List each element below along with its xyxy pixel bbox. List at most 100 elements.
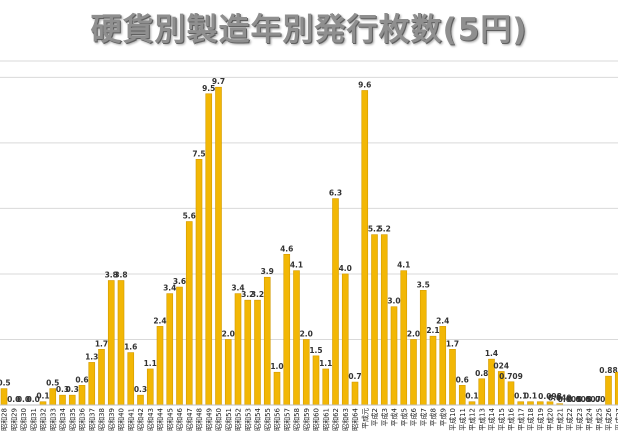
bar — [614, 371, 618, 406]
data-label: 0.1 — [465, 392, 478, 401]
data-label: 1.5 — [309, 346, 322, 355]
bar — [98, 349, 105, 406]
data-label: 1.6 — [124, 343, 137, 352]
bar — [176, 286, 183, 406]
x-tick-label: 平成23 — [575, 408, 584, 431]
x-tick-label: 昭和28 — [0, 408, 9, 431]
bar — [127, 352, 135, 406]
x-tick-label: 昭和41 — [126, 408, 135, 431]
x-tick-label: 昭和32 — [39, 408, 48, 431]
bar — [390, 306, 398, 406]
x-tick-label: 平成元 — [360, 408, 369, 429]
bar — [419, 290, 427, 406]
data-label: 3.4 — [231, 284, 244, 293]
x-tick-label: 昭和37 — [87, 408, 96, 431]
x-tick-label: 昭和49 — [204, 408, 213, 431]
bar — [137, 394, 144, 406]
data-label: 4.6 — [280, 244, 293, 253]
data-label: 0.3 — [56, 385, 69, 394]
data-label: 2.1 — [426, 326, 439, 335]
bar — [254, 299, 261, 406]
x-tick-label: 昭和44 — [156, 407, 165, 430]
bar — [68, 394, 76, 406]
bar — [107, 280, 115, 406]
data-label: 0.5 — [0, 379, 11, 388]
bar — [449, 349, 456, 406]
x-tick-label: 昭和46 — [175, 407, 184, 430]
data-label: 3.0 — [387, 297, 400, 306]
x-tick-label: 昭和57 — [282, 408, 291, 431]
bar — [410, 339, 417, 406]
x-tick-label: 昭和59 — [302, 408, 311, 431]
x-tick-label: 昭和64 — [351, 407, 360, 430]
x-tick-label: 平成14 — [487, 407, 496, 430]
x-tick-label: 昭和62 — [331, 408, 340, 431]
x-tick-label: 昭和30 — [19, 408, 28, 431]
x-tick-label: 平成21 — [555, 408, 564, 431]
x-tick-label: 平成16 — [507, 407, 516, 430]
data-label: 1.1 — [319, 359, 332, 368]
x-tick-label: 昭和43 — [146, 408, 155, 431]
x-tick-label: 平成2 — [370, 408, 379, 426]
bar — [605, 375, 612, 406]
bar — [88, 362, 96, 406]
x-tick-label: 昭和31 — [29, 408, 38, 431]
x-tick-label: 平成4 — [390, 407, 399, 426]
x-tick-label: 平成22 — [565, 408, 574, 431]
data-label: 7.5 — [192, 149, 205, 158]
data-label: 9.5 — [202, 84, 215, 93]
x-tick-label: 昭和45 — [165, 408, 174, 431]
data-label: 1.3 — [85, 352, 98, 361]
data-label: 0.5 — [46, 379, 59, 388]
data-label: 1.7 — [95, 339, 108, 348]
chart-title: 硬貨別製造年別発行枚数(5円) — [90, 12, 528, 48]
data-label: 2.4 — [436, 316, 449, 325]
bar — [312, 355, 320, 406]
data-label: 2.0 — [407, 329, 420, 338]
data-label: 5.6 — [183, 212, 196, 221]
data-label: 0.1 — [36, 392, 49, 401]
bar — [283, 253, 291, 406]
bar — [507, 381, 515, 406]
data-label: 0.3 — [66, 385, 79, 394]
x-tick-label: 平成25 — [594, 408, 603, 431]
data-label: 3.8 — [114, 271, 127, 280]
data-label: 9.6 — [358, 80, 371, 89]
bar — [439, 326, 447, 406]
data-label: 0.007 — [577, 395, 601, 404]
bar — [341, 273, 349, 406]
bar — [166, 293, 174, 406]
x-tick-label: 昭和40 — [117, 408, 126, 431]
x-tick-label: 昭和47 — [185, 408, 194, 431]
x-tick-label: 平成12 — [468, 408, 477, 431]
bar — [380, 234, 388, 406]
data-label: 4.1 — [290, 261, 303, 270]
x-tick-label: 昭和48 — [195, 408, 204, 431]
x-tick-label: 昭和39 — [107, 408, 116, 431]
x-tick-label: 昭和38 — [97, 408, 106, 431]
x-tick-label: 平成18 — [526, 408, 535, 431]
x-tick-label: 昭和53 — [243, 408, 252, 431]
data-label: 0.040 — [548, 394, 572, 403]
bar — [0, 388, 8, 406]
bar — [156, 326, 164, 406]
data-label: 6.3 — [329, 189, 342, 198]
bar — [195, 158, 203, 406]
x-tick-label: 昭和33 — [48, 408, 57, 431]
data-label: 0.3 — [134, 385, 147, 394]
x-tick-label: 平成5 — [399, 408, 408, 426]
bar — [59, 394, 66, 406]
data-label: 0.6 — [75, 375, 88, 384]
bar — [351, 381, 359, 406]
bar — [234, 293, 242, 406]
data-label: 1.4 — [485, 349, 498, 358]
data-label: 4.1 — [397, 261, 410, 270]
data-label: 0.0 — [17, 395, 30, 404]
x-tick-label: 昭和42 — [136, 408, 145, 431]
bar — [322, 368, 330, 406]
x-tick-label: 昭和54 — [253, 407, 262, 430]
x-tick-label: 昭和52 — [234, 408, 243, 431]
bar — [215, 86, 222, 406]
data-label: 3.2 — [241, 290, 254, 299]
